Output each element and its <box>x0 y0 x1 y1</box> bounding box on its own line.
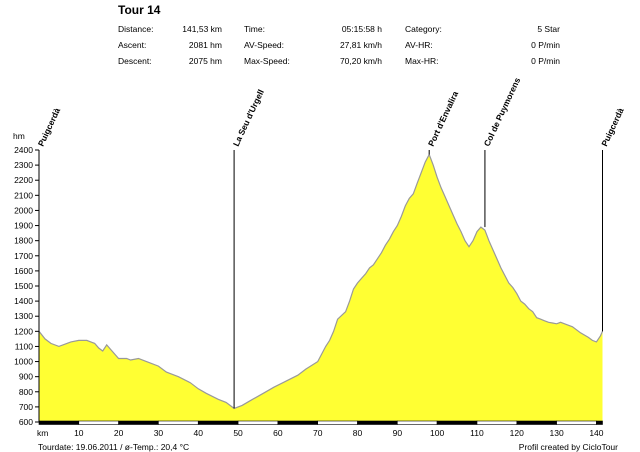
stat-label: Distance: <box>118 24 154 34</box>
distance-bar-segment <box>516 420 557 425</box>
stat-value: 5 Star <box>537 24 560 34</box>
y-tick-label: 600 <box>19 417 33 427</box>
y-tick-label: 2300 <box>14 160 33 170</box>
stat-value: 2081 hm <box>188 40 222 50</box>
tour-date: Tourdate: 19.06.2011 / ø-Temp.: 20,4 °C <box>38 442 190 452</box>
x-tick-label: 120 <box>510 428 524 438</box>
stat-label: AV-HR: <box>405 40 433 50</box>
x-tick-label: km <box>37 428 48 438</box>
stat-label: Descent: <box>118 56 152 66</box>
y-tick-label: 700 <box>19 402 33 412</box>
distance-bar-segment <box>158 420 199 425</box>
y-tick-label: 2100 <box>14 190 33 200</box>
waypoint-label: La Seu d'Urgell <box>231 88 266 148</box>
stat-label: Ascent: <box>118 40 147 50</box>
tour-title: Tour 14 <box>118 3 161 17</box>
x-tick-label: 20 <box>114 428 124 438</box>
y-tick-label: 800 <box>19 387 33 397</box>
y-tick-label: 1000 <box>14 357 33 367</box>
elevation-area <box>39 154 603 422</box>
distance-bar-segment <box>317 420 358 425</box>
x-tick-label: 30 <box>154 428 164 438</box>
y-tick-label: 2200 <box>14 175 33 185</box>
distance-bar-segment <box>396 420 438 425</box>
stat-value: 27,81 km/h <box>339 40 382 50</box>
y-axis-label: hm <box>13 131 25 141</box>
x-tick-label: 140 <box>589 428 603 438</box>
distance-bar-segment <box>78 420 119 425</box>
distance-bar-segment <box>198 420 239 425</box>
y-tick-label: 2400 <box>14 145 33 155</box>
y-tick-label: 1200 <box>14 326 33 336</box>
x-tick-label: 110 <box>470 428 484 438</box>
distance-bar-segment <box>596 420 603 425</box>
distance-bar-segment <box>237 420 279 425</box>
stat-label: AV-Speed: <box>244 40 285 50</box>
x-tick-label: 70 <box>313 428 323 438</box>
y-tick-label: 900 <box>19 372 33 382</box>
distance-bar-segment <box>476 420 518 425</box>
x-tick-label: 50 <box>233 428 243 438</box>
waypoint-label: Port d'Envalira <box>426 89 460 148</box>
stat-value: 2075 hm <box>188 56 222 66</box>
distance-bar-segment <box>436 420 478 425</box>
x-tick-label: 130 <box>549 428 563 438</box>
distance-bar-segment <box>556 420 597 425</box>
x-tick-label: 90 <box>393 428 403 438</box>
stat-label: Max-HR: <box>405 56 439 66</box>
waypoint-label: Col de Puymorens <box>482 76 523 148</box>
elevation-line <box>38 153 604 410</box>
distance-bar-segment <box>38 420 80 425</box>
waypoint-label: Puigcerdà <box>599 106 626 148</box>
y-tick-label: 1500 <box>14 281 33 291</box>
y-tick-label: 2000 <box>14 205 33 215</box>
y-tick-label: 1600 <box>14 266 33 276</box>
x-tick-label: 100 <box>430 428 444 438</box>
stat-label: Time: <box>244 24 265 34</box>
stat-value: 05:15:58 h <box>341 24 382 34</box>
y-tick-label: 1900 <box>14 221 33 231</box>
distance-bar-segment <box>357 420 398 425</box>
y-tick-label: 1800 <box>14 236 33 246</box>
stat-value: 0 P/min <box>531 40 560 50</box>
y-tick-label: 1400 <box>14 296 33 306</box>
stat-value: 0 P/min <box>531 56 560 66</box>
y-tick-label: 1700 <box>14 251 33 261</box>
x-tick-label: 60 <box>273 428 283 438</box>
y-tick-label: 1100 <box>15 341 34 351</box>
distance-bar-segment <box>277 420 318 425</box>
stat-value: 70,20 km/h <box>339 56 382 66</box>
y-tick-label: 1300 <box>14 311 33 321</box>
distance-bar-segment <box>118 420 159 425</box>
profile-credit: Profil created by CicloTour <box>518 442 618 452</box>
stat-label: Category: <box>405 24 442 34</box>
x-tick-label: 10 <box>74 428 84 438</box>
waypoint-label: Puigcerdà <box>36 106 63 148</box>
stat-value: 141,53 km <box>182 24 222 34</box>
x-tick-label: 80 <box>353 428 363 438</box>
stat-label: Max-Speed: <box>244 56 290 66</box>
x-tick-label: 40 <box>194 428 204 438</box>
